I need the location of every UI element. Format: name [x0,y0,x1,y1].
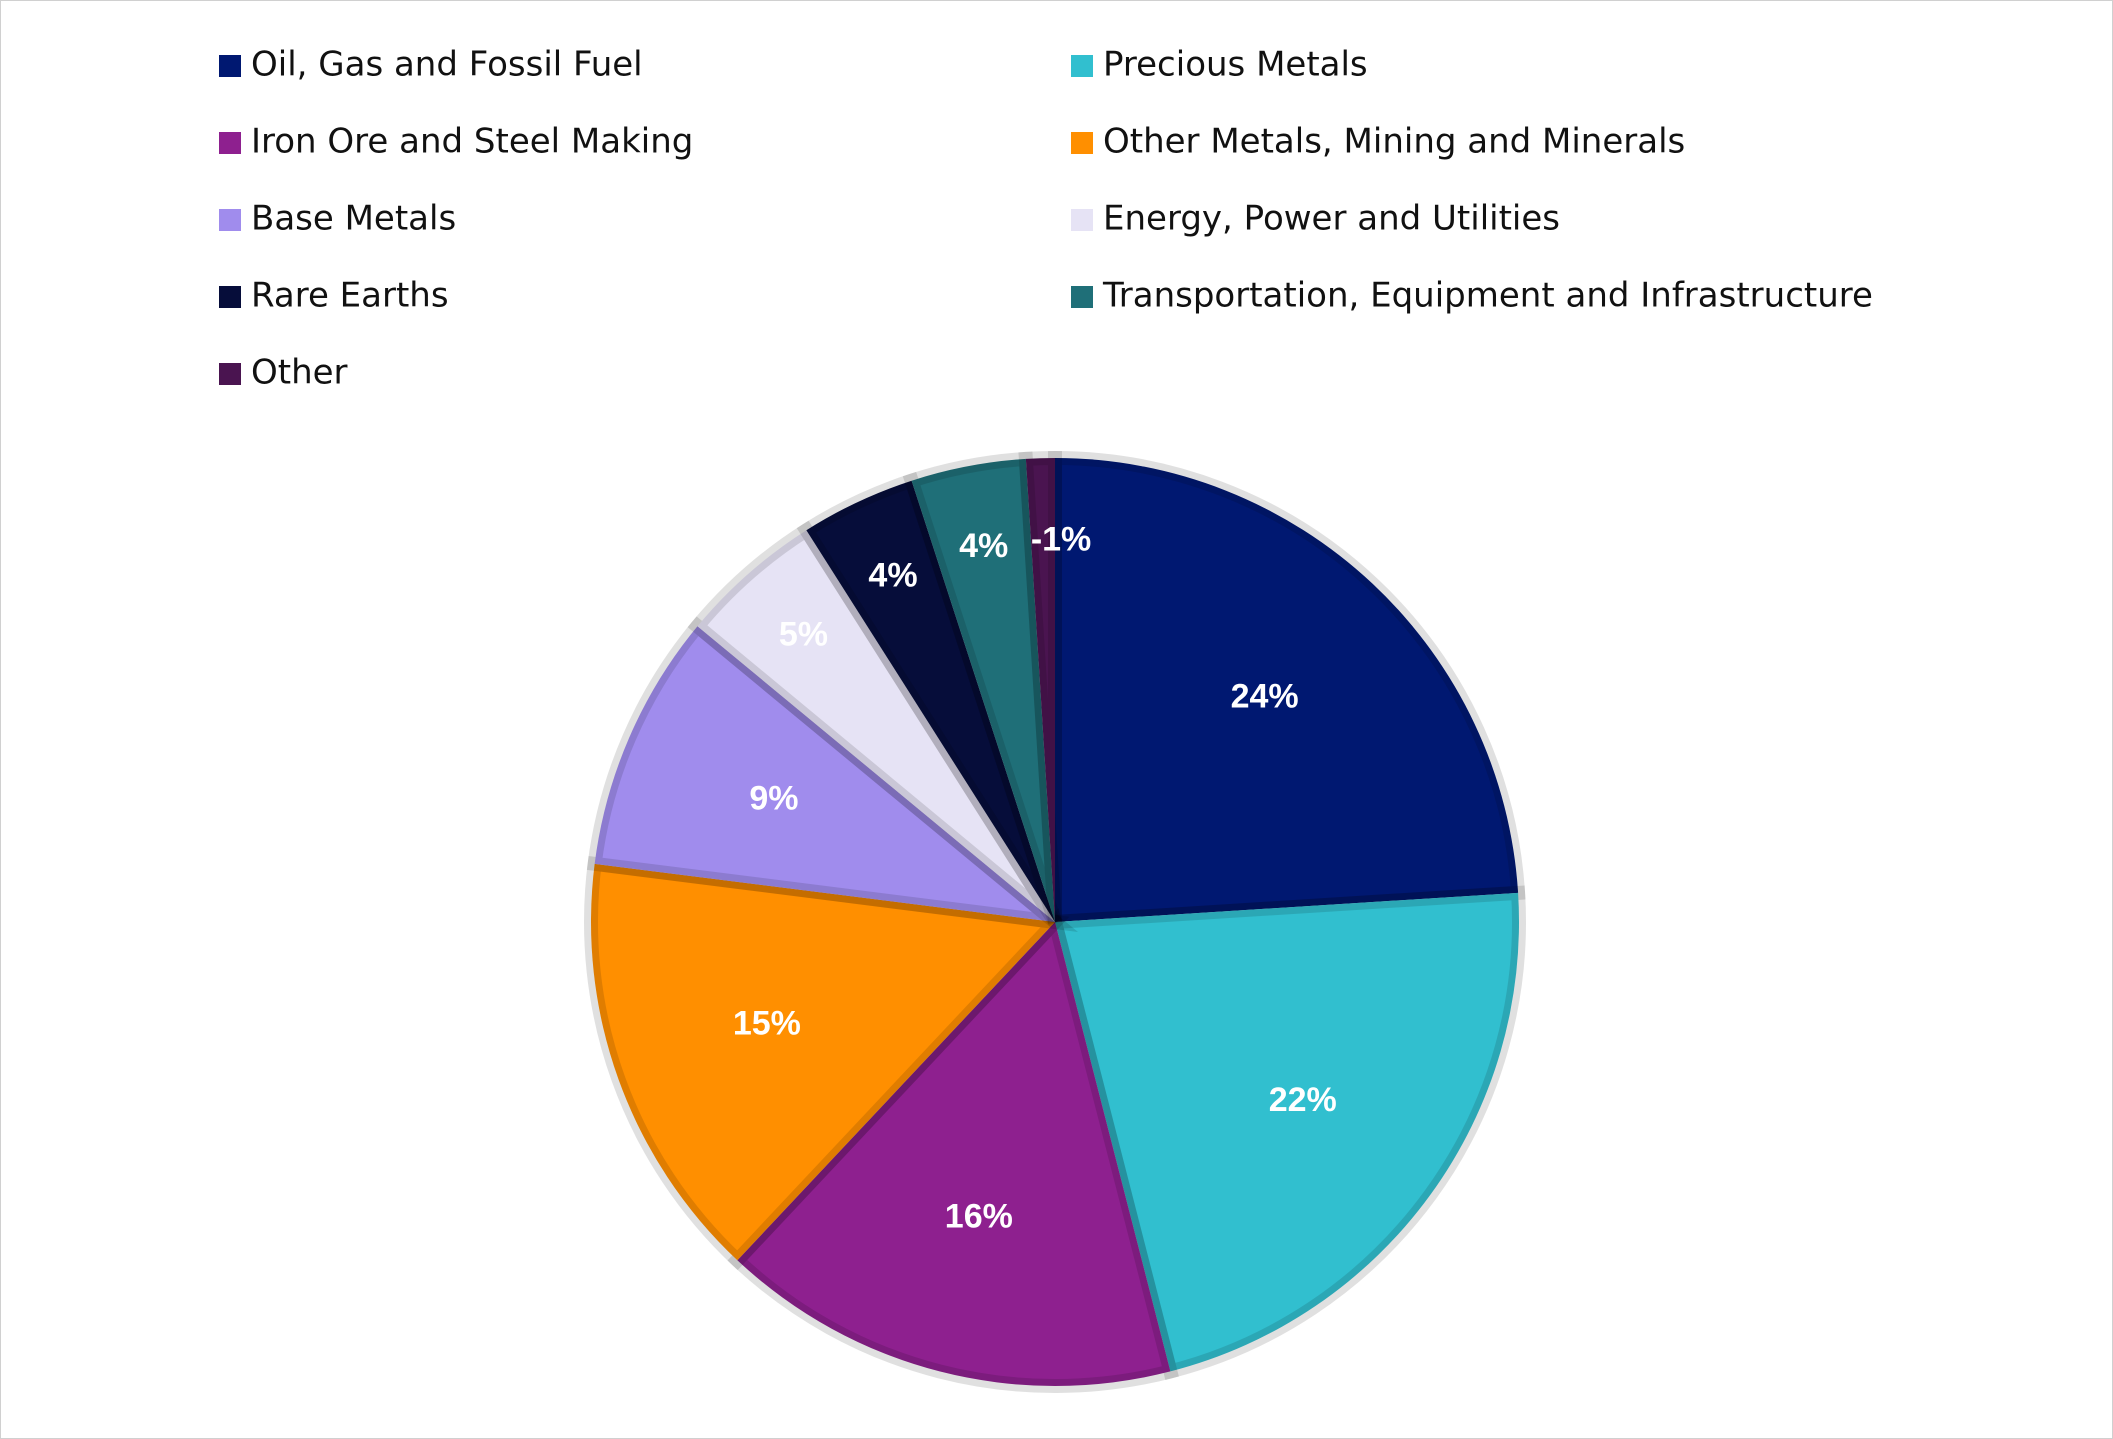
pie-slice [1046,885,1526,1380]
legend-swatch [219,55,241,77]
data-label: 9% [749,779,798,817]
legend-label: Base Metals [251,199,456,239]
legend-label: Precious Metals [1103,45,1368,85]
legend-swatch [219,132,241,154]
pie-slice [727,907,1179,1393]
pie-slice [586,616,1079,932]
legend-swatch [219,286,241,308]
legend-swatch [219,363,241,385]
legend-label: Energy, Power and Utilities [1103,199,1560,239]
legend-label: Oil, Gas and Fossil Fuel [251,45,643,85]
legend-label: Other [251,353,348,393]
legend-swatch [1071,55,1093,77]
legend-swatch [219,209,241,231]
pie-slice [902,451,1062,925]
legend-swatch [1071,132,1093,154]
legend-label: Transportation, Equipment and Infrastruc… [1102,276,1873,316]
data-label: 22% [1269,1081,1337,1119]
data-label: 16% [945,1198,1013,1236]
pie-slice [1048,450,1526,930]
data-label: 24% [1231,678,1299,716]
legend-label: Rare Earths [251,276,449,316]
legend-label: Other Metals, Mining and Minerals [1103,122,1685,162]
data-label: 5% [779,616,828,654]
pie-slice [796,471,1062,926]
pie-slice [687,520,1061,928]
legend-label: Iron Ore and Steel Making [251,122,693,162]
pie-slice [584,856,1070,1271]
data-label: 4% [959,527,1008,565]
data-label: 4% [868,557,917,595]
pie-slice [1018,450,1062,923]
data-label: 15% [733,1005,801,1043]
legend-swatch [1071,286,1093,308]
data-label: -1% [1031,521,1091,559]
legend-swatch [1071,209,1093,231]
